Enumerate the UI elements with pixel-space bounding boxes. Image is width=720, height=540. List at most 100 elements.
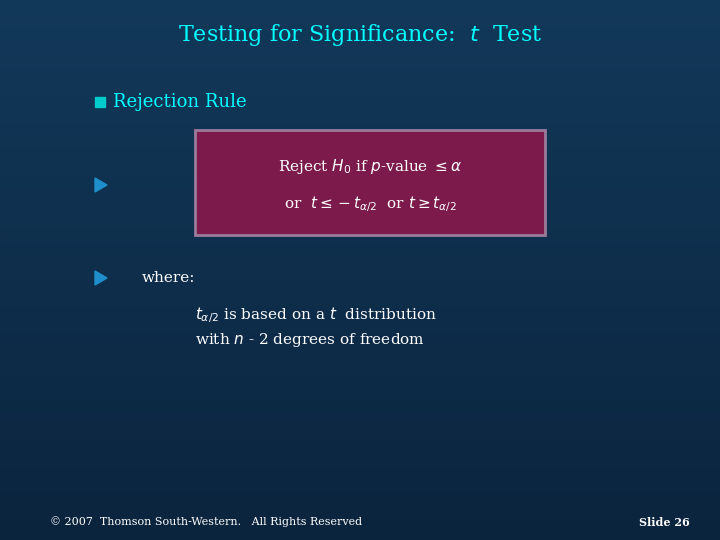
Bar	[0, 275, 720, 278]
Bar	[0, 286, 720, 289]
Bar	[0, 246, 720, 248]
Text: © 2007  Thomson South-Western.   All Rights Reserved: © 2007 Thomson South-Western. All Rights…	[50, 517, 362, 528]
Bar	[0, 437, 720, 440]
Bar	[0, 408, 720, 410]
Bar	[0, 224, 720, 227]
Bar	[0, 348, 720, 351]
Bar	[0, 167, 720, 170]
Bar	[0, 429, 720, 432]
Bar	[0, 205, 720, 208]
Bar	[0, 76, 720, 78]
Bar	[0, 124, 720, 127]
Bar	[0, 375, 720, 378]
Bar	[0, 386, 720, 389]
Bar	[0, 521, 720, 524]
Polygon shape	[95, 178, 107, 192]
Bar	[0, 529, 720, 532]
Bar	[0, 281, 720, 284]
Bar	[0, 122, 720, 124]
Bar	[0, 443, 720, 445]
Bar	[0, 305, 720, 308]
Bar	[0, 73, 720, 76]
Bar	[0, 500, 720, 502]
Bar	[0, 62, 720, 65]
Bar	[0, 446, 720, 448]
Bar	[0, 278, 720, 281]
Bar	[0, 68, 720, 70]
Bar	[0, 481, 720, 483]
Bar	[0, 346, 720, 348]
Bar	[0, 532, 720, 535]
Bar	[0, 475, 720, 478]
Bar	[0, 105, 720, 108]
Bar	[0, 383, 720, 386]
Bar	[0, 143, 720, 146]
Bar	[0, 483, 720, 486]
Bar	[0, 494, 720, 497]
Bar	[0, 51, 720, 54]
Bar	[0, 59, 720, 62]
Bar	[0, 513, 720, 516]
Bar	[0, 111, 720, 113]
Bar	[0, 448, 720, 451]
Bar	[0, 11, 720, 14]
Bar	[0, 340, 720, 343]
Bar	[0, 16, 720, 19]
Bar	[0, 43, 720, 46]
Bar	[0, 402, 720, 405]
Bar	[0, 370, 720, 373]
Bar	[0, 108, 720, 111]
Bar	[0, 184, 720, 186]
Bar	[0, 392, 720, 394]
Bar	[0, 176, 720, 178]
Bar	[0, 8, 720, 11]
Bar	[0, 211, 720, 213]
Bar	[0, 5, 720, 8]
Bar	[0, 332, 720, 335]
Bar	[0, 381, 720, 383]
Bar	[0, 148, 720, 151]
Bar	[0, 497, 720, 500]
Bar	[0, 186, 720, 189]
Bar	[0, 321, 720, 324]
Bar	[0, 329, 720, 332]
Bar	[0, 162, 720, 165]
Bar	[0, 505, 720, 508]
Bar	[0, 489, 720, 491]
Bar	[0, 235, 720, 238]
Bar	[0, 140, 720, 143]
Bar	[0, 49, 720, 51]
Text: $t_{\alpha/2}$ is based on a $t$  distribution: $t_{\alpha/2}$ is based on a $t$ distrib…	[195, 305, 437, 325]
Bar	[0, 146, 720, 148]
Bar	[0, 456, 720, 459]
Bar	[0, 251, 720, 254]
Bar	[0, 97, 720, 100]
Bar	[0, 356, 720, 359]
Bar	[0, 410, 720, 413]
Bar	[0, 424, 720, 427]
Bar	[0, 197, 720, 200]
Bar	[0, 22, 720, 24]
Polygon shape	[95, 271, 107, 285]
Bar	[0, 170, 720, 173]
Text: with $n$ - 2 degrees of freedom: with $n$ - 2 degrees of freedom	[195, 331, 425, 349]
Bar	[0, 213, 720, 216]
Bar	[0, 27, 720, 30]
Bar	[0, 81, 720, 84]
Bar	[0, 397, 720, 400]
Bar	[0, 19, 720, 22]
Bar	[0, 373, 720, 375]
Bar	[0, 394, 720, 397]
Bar	[0, 451, 720, 454]
Bar	[0, 459, 720, 462]
Bar	[0, 478, 720, 481]
Bar	[0, 362, 720, 364]
Bar	[0, 510, 720, 513]
Bar	[0, 367, 720, 370]
Bar	[0, 57, 720, 59]
Bar	[0, 516, 720, 518]
Bar	[0, 230, 720, 232]
Bar	[0, 294, 720, 297]
Bar	[0, 194, 720, 197]
Bar	[0, 165, 720, 167]
